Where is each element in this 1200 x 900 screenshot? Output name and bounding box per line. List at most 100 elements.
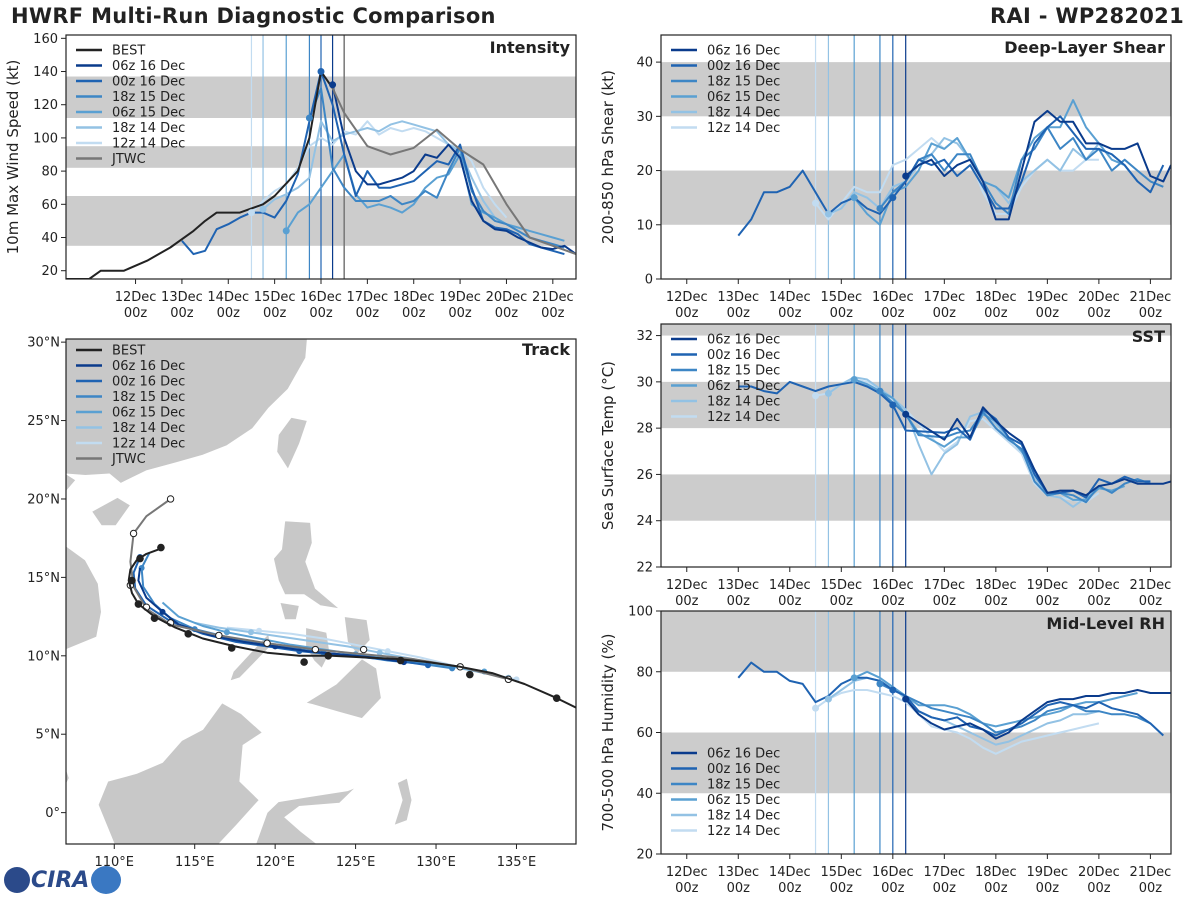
x-tick-label: 00z (727, 306, 751, 321)
x-tick-label: 00z (170, 306, 194, 321)
init-point (902, 410, 910, 418)
y-tick-label: 20 (41, 264, 58, 279)
x-tick-label: 14Dec (769, 290, 811, 305)
lat-tick-label: 10°N (27, 649, 60, 664)
init-point (850, 194, 858, 202)
init-point (329, 81, 337, 89)
series-line-18z-15-dec (308, 87, 565, 249)
series-line-18z-14-dec (828, 137, 1100, 215)
x-tick-label: 12Dec (666, 290, 708, 305)
x-tick-label: 19Dec (1027, 865, 1069, 880)
legend-label: 18z 14 Dec (112, 121, 185, 136)
forecast-track-point (248, 629, 255, 636)
y-tick-label: 80 (636, 665, 653, 680)
y-axis-label: Sea Surface Temp (°C) (599, 361, 617, 530)
lon-tick-label: 115°E (175, 855, 215, 870)
x-tick-label: 00z (778, 306, 802, 321)
series-line-06z-16-dec (904, 689, 1171, 740)
x-tick-label: 18Dec (975, 578, 1017, 593)
x-tick-label: 20Dec (486, 290, 528, 305)
x-tick-label: 00z (830, 306, 854, 321)
best-track-point (184, 630, 193, 638)
y-axis-label: 700-500 hPa Humidity (%) (599, 633, 617, 831)
forecast-track-point (376, 649, 383, 656)
init-point (317, 68, 325, 76)
legend-label: 12z 14 Dec (112, 137, 185, 152)
legend-label: 18z 14 Dec (707, 395, 780, 410)
track-line-best (127, 548, 576, 709)
legend-label: 06z 16 Dec (112, 359, 185, 374)
legend-label: 06z 15 Dec (707, 90, 780, 105)
x-tick-label: 00z (830, 594, 854, 609)
land-halmahera (393, 777, 413, 826)
x-tick-label: 12Dec (666, 865, 708, 880)
y-tick-label: 60 (636, 726, 653, 741)
best-track-point (396, 656, 405, 665)
legend-label: 06z 15 Dec (112, 106, 185, 121)
jtwc-track-point (129, 529, 138, 538)
x-tick-label: 00z (1139, 881, 1163, 896)
plot-area (66, 35, 576, 279)
x-tick-label: 16Dec (872, 578, 914, 593)
x-tick-label: 17Dec (923, 578, 965, 593)
x-tick-label: 00z (830, 881, 854, 896)
init-point (902, 172, 910, 180)
x-tick-label: 00z (675, 306, 699, 321)
series-line-06z-15-dec (853, 99, 1139, 226)
init-point (850, 674, 858, 682)
x-tick-label: 16Dec (872, 865, 914, 880)
series-line-jtwc (331, 87, 576, 256)
init-point (876, 205, 884, 213)
shaded-band (661, 474, 1171, 521)
y-tick-label: 30 (636, 375, 653, 390)
forecast-track-point (159, 608, 166, 615)
x-tick-label: 18Dec (393, 290, 435, 305)
x-tick-label: 00z (1036, 594, 1060, 609)
x-tick-label: 00z (933, 306, 957, 321)
legend-label: 18z 15 Dec (112, 90, 185, 105)
x-tick-label: 00z (778, 881, 802, 896)
best-track-point (466, 670, 474, 679)
track-line-06z-15-dec (161, 601, 485, 673)
init-point (889, 401, 897, 409)
shaded-band (661, 62, 1171, 117)
legend-label: 18z 15 Dec (707, 778, 780, 793)
jtwc-track-point (263, 639, 271, 647)
series-line-06z-16-dec (905, 109, 1171, 221)
x-tick-label: 14Dec (207, 290, 249, 305)
x-tick-label: 18Dec (975, 290, 1017, 305)
y-tick-label: 24 (636, 514, 653, 529)
legend-label: 06z 15 Dec (707, 793, 780, 808)
x-tick-label: 19Dec (439, 290, 481, 305)
x-tick-label: 00z (727, 594, 751, 609)
lon-tick-label: 130°E (416, 855, 456, 870)
y-tick-label: 40 (41, 231, 58, 246)
y-tick-label: 32 (636, 329, 653, 344)
legend-label: 12z 14 Dec (707, 824, 780, 839)
chart-title: Intensity (490, 38, 571, 57)
x-tick-label: 15Dec (254, 290, 296, 305)
series-line-18z-15-dec (879, 682, 1151, 734)
x-tick-label: 20Dec (1078, 865, 1120, 880)
series-line-18z-15-dec (879, 126, 1164, 215)
lat-tick-label: 20°N (27, 492, 60, 507)
best-track-point (134, 600, 143, 608)
legend-label: 18z 15 Dec (112, 390, 185, 405)
init-point (812, 199, 820, 207)
x-tick-label: 00z (263, 306, 287, 321)
series-line-00z-16-dec (738, 380, 1151, 499)
y-tick-label: 140 (33, 65, 58, 80)
land-indochina (66, 473, 102, 650)
x-tick-label: 17Dec (923, 865, 965, 880)
land-mindoro (279, 602, 300, 621)
map-area (66, 339, 576, 844)
series-line-00z-16-dec (737, 115, 1165, 237)
series-line-00z-16-dec (181, 70, 565, 256)
legend-label: 18z 15 Dec (707, 75, 780, 90)
shaded-band (661, 170, 1171, 225)
chart-title: Deep-Layer Shear (1004, 38, 1165, 57)
storm-id: RAI - WP282021 (990, 4, 1184, 28)
x-tick-label: 15Dec (820, 578, 862, 593)
x-tick-label: 00z (881, 306, 905, 321)
